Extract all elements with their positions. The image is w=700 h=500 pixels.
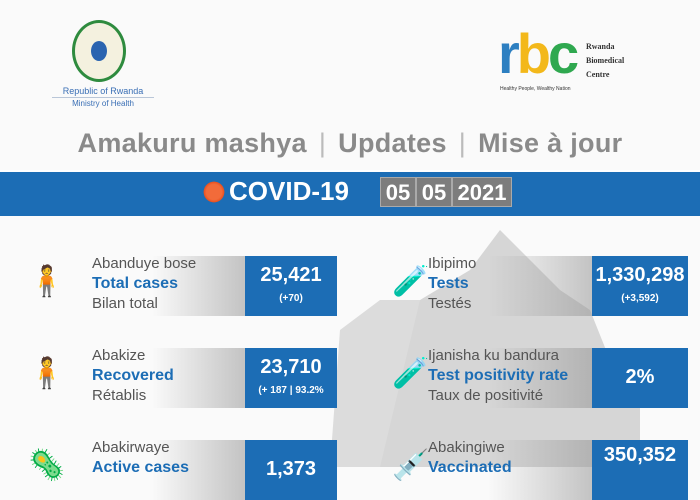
label-english: Vaccinated [428,459,512,476]
stat-value: 23,710 [260,356,322,378]
headline: Amakuru mashya | Updates | Mise à jour [77,128,623,158]
label-english: Total cases [92,275,178,292]
person-virus-icon: 🧍 [28,265,66,298]
stat-change: (+ 187 | 93.2% [258,385,324,396]
person-shield-heart-icon: 🧍 [28,357,66,390]
vaccination-icon: 💉 [392,449,430,482]
stat-value-box: 1,330,298 (+3,592) [592,256,688,316]
rbc-name: Rwanda Biomedical Centre [586,42,625,79]
label-english: Recovered [92,367,174,384]
card-shade [488,348,592,408]
stat-value-box: 1,373 [245,440,337,500]
stat-value: 1,373 [265,458,317,480]
label-english: Active cases [92,459,189,476]
label-english: Tests [428,275,469,292]
card-shade [488,256,592,316]
stat-labels: Abakize Recovered Rétablis [92,346,174,406]
label-kinyarwanda: Abanduye bose [92,255,197,272]
stat-labels: Abakirwaye Active cases [92,438,189,478]
rwanda-coat-of-arms-logo [72,20,126,82]
card-shade [152,348,245,408]
date-day: 05 [380,177,416,207]
covid-band [0,170,700,216]
stat-value-box: 25,421 (+70) [245,256,337,316]
coronavirus-icon [202,180,226,204]
stat-value: 1,330,298 [595,264,685,286]
stat-change: (+3,592) [621,293,659,304]
stat-value: 2% [625,366,655,388]
stat-value: 350,352 [603,444,677,466]
stat-value: 25,421 [260,264,322,286]
republic-of-rwanda-text: Republic of Rwanda [52,86,154,98]
covid-title: COVID-19 [229,176,349,206]
stat-labels: Abanduye bose Total cases Bilan total [92,254,196,314]
label-english: Test positivity rate [428,367,569,384]
label-french: Testés [428,295,472,312]
stat-value-box: 23,710 (+ 187 | 93.2% [245,348,337,408]
label-kinyarwanda: Ibipimo [428,255,477,272]
label-kinyarwanda: Abakirwaye [92,439,170,456]
percent-test-tubes-icon: 🧪 [392,357,430,390]
date-year: 2021 [452,177,512,207]
label-kinyarwanda: Abakize [92,347,146,364]
label-french: Rétablis [92,387,147,404]
ministry-of-health-text: Ministry of Health [72,99,134,108]
stat-labels: Ibipimo Tests Testés [428,254,476,314]
stat-value-box: 350,352 [592,440,688,500]
label-kinyarwanda: Abakingiwe [428,439,505,456]
card-shade [152,256,245,316]
rbc-logo: rbc [498,22,579,85]
stat-labels: Ijanisha ku bandura Test positivity rate T… [428,346,568,406]
test-tube-icon: 🧪 [392,265,430,298]
label-kinyarwanda: Ijanisha ku bandura [428,347,559,364]
label-french: Bilan total [92,295,158,312]
label-french: Taux de positivité [428,387,544,404]
stat-labels: Abakingiwe Vaccinated [428,438,512,478]
stat-change: (+70) [279,293,303,304]
stat-value-box: 2% [592,348,688,408]
virus-person-icon: 🦠 [28,449,66,482]
rbc-tagline: Healthy People, Wealthy Nation [500,86,571,92]
date-month: 05 [416,177,452,207]
